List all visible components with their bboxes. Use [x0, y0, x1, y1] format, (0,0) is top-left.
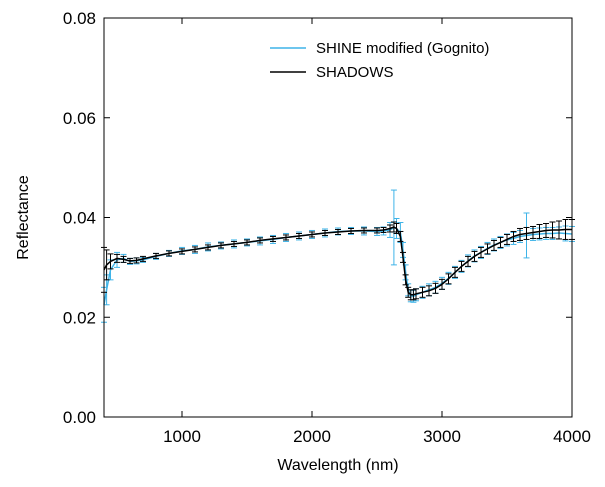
series-line — [103, 226, 573, 305]
series-line — [103, 226, 572, 296]
y-tick-label: 0.04 — [63, 209, 96, 228]
x-tick-label: 4000 — [553, 427, 591, 446]
x-tick-label: 2000 — [293, 427, 331, 446]
x-axis-label: Wavelength (nm) — [277, 457, 398, 474]
y-tick-label: 0.02 — [63, 308, 96, 327]
y-tick-label: 0.00 — [63, 408, 96, 427]
x-tick-label: 3000 — [423, 427, 461, 446]
ticks-layer: 1000 2000 3000 4000 0.00 0.02 0.04 0.06 0.08 — [63, 9, 591, 446]
y-tick-label: 0.08 — [63, 9, 96, 28]
y-tick-label: 0.06 — [63, 109, 96, 128]
series-shadows — [101, 218, 575, 301]
y-axis-label: Reflectance — [15, 175, 32, 260]
x-tick-label: 1000 — [163, 427, 201, 446]
legend: SHINE modified (Gognito) SHADOWS — [270, 40, 489, 81]
series-layer — [101, 189, 575, 323]
series-shine — [101, 189, 575, 323]
legend-label-shine: SHINE modified (Gognito) — [316, 40, 489, 57]
legend-label-shadows: SHADOWS — [316, 64, 394, 81]
